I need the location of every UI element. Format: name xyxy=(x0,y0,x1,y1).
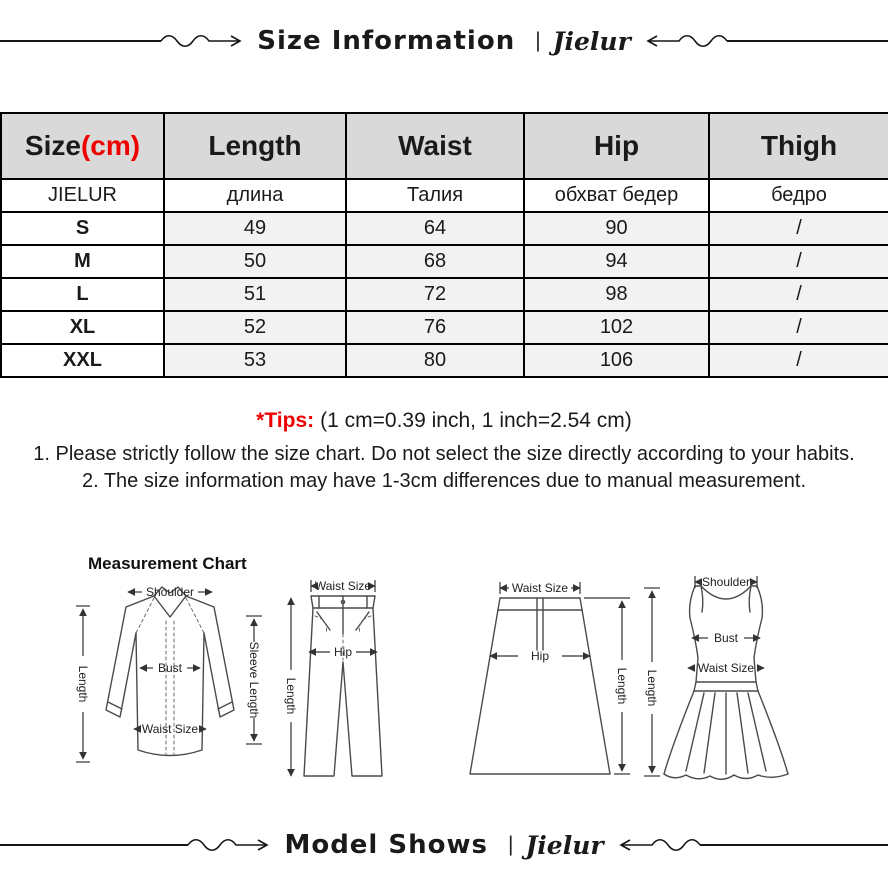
value-cell: 53 xyxy=(163,343,347,378)
squiggle-arrow-left-icon xyxy=(646,34,727,48)
value-cell: 49 xyxy=(163,211,347,246)
sleeve-length-label: Sleeve Length xyxy=(247,642,261,719)
value-cell: 76 xyxy=(345,310,525,345)
waist-size-label: Waist Size xyxy=(512,581,569,595)
section-title-bottom: Model Shows xyxy=(284,830,488,860)
table-row-s: S 49 64 90 / xyxy=(0,211,888,246)
value-cell: 51 xyxy=(163,277,347,312)
value-cell: / xyxy=(708,277,888,312)
note-2: 2. The size information may have 1-3cm d… xyxy=(81,470,807,492)
size-cell: M xyxy=(0,244,165,279)
banner-rule-right xyxy=(699,844,888,846)
column-header-size: Size(cm) xyxy=(0,112,165,180)
value-cell: 98 xyxy=(523,277,710,312)
top-banner: Size Information | Jielur xyxy=(0,20,888,62)
table-header-row: Size(cm) Length Waist Hip Thigh xyxy=(0,112,888,180)
column-header-length: Length xyxy=(163,112,347,180)
title-divider: | xyxy=(535,29,541,52)
length-label: Length xyxy=(76,666,90,703)
size-cell: L xyxy=(0,277,165,312)
dress-diagram: Shoulder Bust Waist Size Length xyxy=(644,575,789,780)
pants-diagram: Waist Size Length Hip xyxy=(284,579,383,777)
value-cell: 80 xyxy=(345,343,525,378)
table-row-m: M 50 68 94 / xyxy=(0,244,888,279)
waist-size-label: Waist Size xyxy=(142,722,199,736)
bottom-banner: Model Shows | Jielur xyxy=(0,824,888,866)
note-1: 1. Please strictly follow the size chart… xyxy=(33,443,855,465)
brand-name: Jielur xyxy=(525,830,604,860)
size-cell: XXL xyxy=(0,343,165,378)
unit-conversion-text: (1 cm=0.39 inch, 1 inch=2.54 cm) xyxy=(320,409,632,432)
size-cell: XL xyxy=(0,310,165,345)
waist-size-label: Waist Size xyxy=(698,661,755,675)
title-divider: | xyxy=(508,833,514,856)
table-row-l: L 51 72 98 / xyxy=(0,277,888,312)
value-cell: 94 xyxy=(523,244,710,279)
brand-name: Jielur xyxy=(552,26,631,56)
value-cell: / xyxy=(708,211,888,246)
value-cell: / xyxy=(708,310,888,345)
value-cell: / xyxy=(708,343,888,378)
value-cell: 50 xyxy=(163,244,347,279)
hip-label: Hip xyxy=(531,649,549,663)
value-cell: 102 xyxy=(523,310,710,345)
table-subheader-row: JIELUR длина Талия обхват бедер бедро xyxy=(0,178,888,213)
value-cell: / xyxy=(708,244,888,279)
squiggle-arrow-right-icon xyxy=(161,34,242,48)
shoulder-label: Shoulder xyxy=(146,585,194,599)
length-label: Length xyxy=(645,670,659,707)
tips-label: *Tips: xyxy=(256,409,315,432)
length-label: Length xyxy=(615,668,629,705)
shirt-diagram: Shoulder Length Bust Waist Size Sleeve L… xyxy=(76,585,262,763)
banner-rule-left xyxy=(0,40,162,42)
value-cell: 106 xyxy=(523,343,710,378)
value-cell: 72 xyxy=(345,277,525,312)
banner-rule-left xyxy=(0,844,189,846)
value-cell: 90 xyxy=(523,211,710,246)
subheader-hip-ru: обхват бедер xyxy=(523,178,710,213)
table-row-xl: XL 52 76 102 / xyxy=(0,310,888,345)
banner-rule-right xyxy=(726,40,888,42)
subheader-thigh-ru: бедро xyxy=(708,178,888,213)
squiggle-arrow-right-icon xyxy=(188,838,270,852)
value-cell: 64 xyxy=(345,211,525,246)
waist-size-label: Waist Size xyxy=(315,579,372,593)
bust-label: Bust xyxy=(158,661,183,675)
column-header-waist: Waist xyxy=(345,112,525,180)
table-row-xxl: XXL 53 80 106 / xyxy=(0,343,888,378)
bust-label: Bust xyxy=(714,631,739,645)
squiggle-arrow-left-icon xyxy=(618,838,700,852)
column-header-thigh: Thigh xyxy=(708,112,888,180)
subheader-brand: JIELUR xyxy=(0,178,165,213)
shoulder-label: Shoulder xyxy=(702,575,750,589)
size-table: Size(cm) Length Waist Hip Thigh JIELUR д… xyxy=(0,112,888,378)
column-header-hip: Hip xyxy=(523,112,710,180)
value-cell: 68 xyxy=(345,244,525,279)
size-label: Size xyxy=(24,130,81,161)
tips-line: *Tips: (1 cm=0.39 inch, 1 inch=2.54 cm) xyxy=(0,408,888,434)
hip-label: Hip xyxy=(334,645,352,659)
size-cell: S xyxy=(0,211,165,246)
tips-section: *Tips: (1 cm=0.39 inch, 1 inch=2.54 cm) 1… xyxy=(0,408,888,495)
length-label: Length xyxy=(284,678,298,715)
measurement-chart-title: Measurement Chart xyxy=(88,554,247,573)
skirt-diagram: Waist Size Hip Length xyxy=(469,581,630,775)
value-cell: 52 xyxy=(163,310,347,345)
section-title-top: Size Information xyxy=(257,26,516,56)
size-unit-label: (cm) xyxy=(80,130,141,161)
subheader-length-ru: длина xyxy=(163,178,347,213)
subheader-waist-ru: Талия xyxy=(345,178,525,213)
